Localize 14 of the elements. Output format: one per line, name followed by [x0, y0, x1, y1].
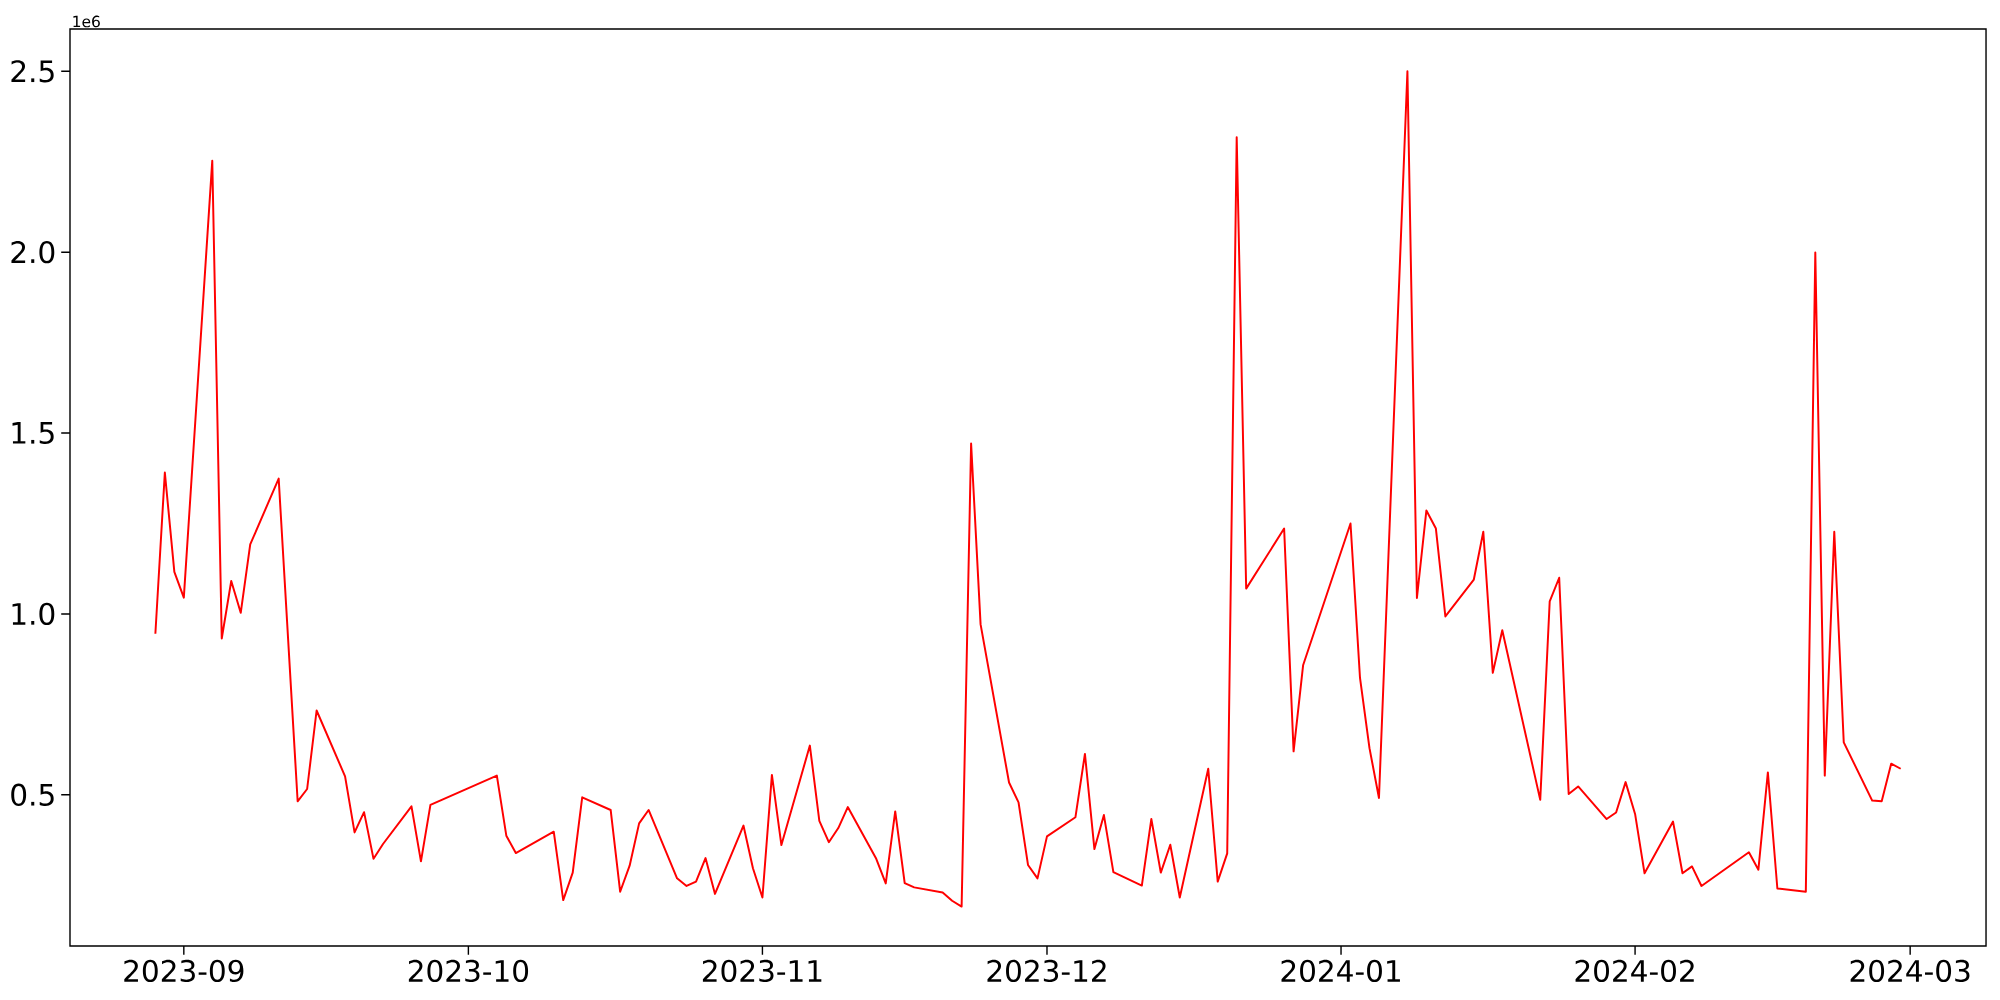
x-tick-label: 2023-11: [702, 959, 822, 983]
x-tick-label: 2023-10: [408, 959, 529, 983]
x-tick-label: 2024-01: [1281, 959, 1400, 983]
y-tick-label: 1.5: [12, 422, 54, 445]
x-tick-label: 2024-02: [1575, 959, 1694, 983]
y-tick-label: 1.0: [12, 602, 55, 626]
y-tick-label: 0.5: [11, 783, 54, 806]
text: 1e6: [73, 15, 100, 28]
x-tick-label: 2023-12: [987, 959, 1106, 983]
y-tick-label: 2.5: [11, 60, 54, 83]
x-tick-label: 2024-03: [1850, 959, 1970, 983]
y-tick-label: 2.0: [11, 241, 55, 264]
line-series: [154, 70, 1902, 908]
x-tick-label: 2023-09: [124, 959, 244, 983]
